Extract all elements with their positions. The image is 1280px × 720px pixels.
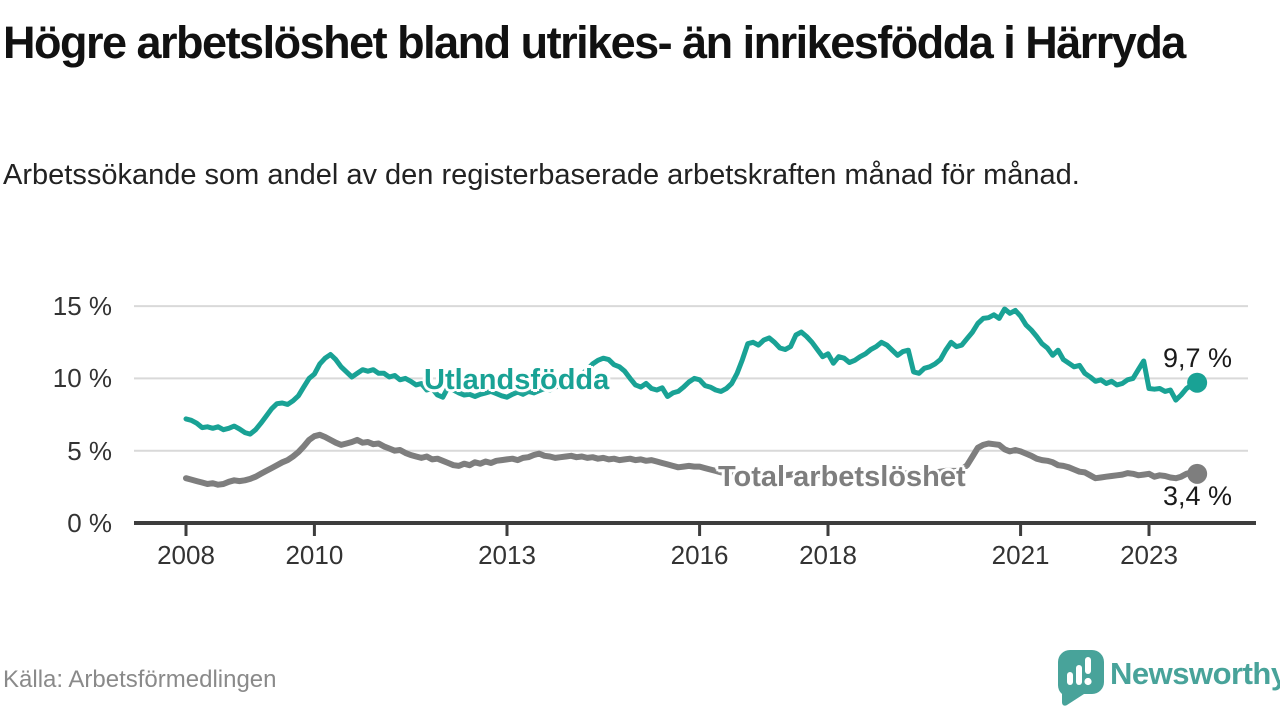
y-axis-label: 15 % xyxy=(52,291,112,322)
series-label-total: Total arbetslöshet xyxy=(718,461,966,493)
chart-subtitle: Arbetssökande som andel av den registerb… xyxy=(3,159,1080,191)
series-label-utlandsfodda: Utlandsfödda xyxy=(424,364,610,396)
x-axis-label: 2010 xyxy=(285,540,344,570)
newsworthy-brand: Newsworthy xyxy=(1056,646,1280,710)
x-axis-label: 2021 xyxy=(991,540,1050,570)
series-line xyxy=(183,306,1200,437)
y-axis-label: 10 % xyxy=(52,363,112,394)
x-axis-label: 2013 xyxy=(478,540,536,570)
newsworthy-logo-icon xyxy=(1057,650,1104,706)
newsworthy-wordmark: Newsworthy xyxy=(1110,656,1280,691)
page-title: Högre arbetslöshet bland utrikes- än inr… xyxy=(3,17,1186,68)
series-end-dot xyxy=(1187,372,1208,393)
y-axis-label: 5 % xyxy=(67,435,112,466)
end-value-utlandsfodda: 9,7 % xyxy=(1162,343,1232,373)
x-axis-label: 2023 xyxy=(1120,540,1178,570)
x-axis-label: 2016 xyxy=(670,540,729,570)
x-axis-label: 2018 xyxy=(799,540,857,570)
series-line xyxy=(183,431,1201,488)
source-note: Källa: Arbetsförmedlingen xyxy=(3,666,277,693)
end-value-total: 3,4 % xyxy=(1162,481,1232,511)
y-axis-label: 0 % xyxy=(67,508,112,538)
x-axis-label: 2008 xyxy=(157,540,215,570)
